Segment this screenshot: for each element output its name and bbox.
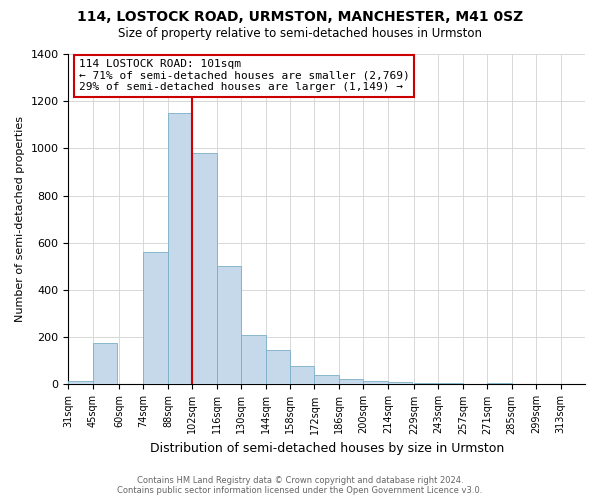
- Text: Contains HM Land Registry data © Crown copyright and database right 2024.
Contai: Contains HM Land Registry data © Crown c…: [118, 476, 482, 495]
- Text: 114, LOSTOCK ROAD, URMSTON, MANCHESTER, M41 0SZ: 114, LOSTOCK ROAD, URMSTON, MANCHESTER, …: [77, 10, 523, 24]
- Bar: [241, 335, 266, 384]
- Bar: [266, 350, 290, 384]
- Bar: [364, 381, 388, 384]
- Bar: [314, 375, 339, 384]
- Bar: [290, 366, 314, 384]
- Bar: [339, 380, 364, 384]
- Bar: [143, 252, 168, 384]
- Y-axis label: Number of semi-detached properties: Number of semi-detached properties: [15, 116, 25, 322]
- Bar: [68, 381, 93, 384]
- Bar: [168, 113, 193, 384]
- Bar: [193, 153, 217, 384]
- Bar: [217, 266, 241, 384]
- Text: Size of property relative to semi-detached houses in Urmston: Size of property relative to semi-detach…: [118, 28, 482, 40]
- X-axis label: Distribution of semi-detached houses by size in Urmston: Distribution of semi-detached houses by …: [149, 442, 504, 455]
- Bar: [388, 382, 412, 384]
- Text: 114 LOSTOCK ROAD: 101sqm
← 71% of semi-detached houses are smaller (2,769)
29% o: 114 LOSTOCK ROAD: 101sqm ← 71% of semi-d…: [79, 59, 409, 92]
- Bar: [439, 383, 463, 384]
- Bar: [414, 382, 439, 384]
- Bar: [93, 343, 117, 384]
